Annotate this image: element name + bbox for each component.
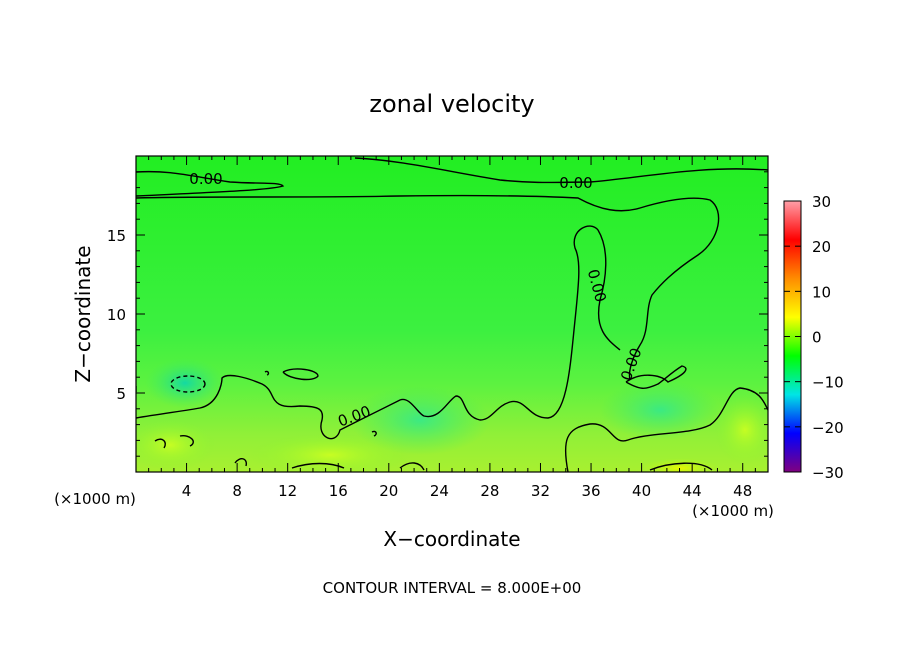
x-axis-label: X−coordinate (383, 527, 520, 551)
x-unit-label: (×1000 m) (692, 502, 774, 520)
chart-title: zonal velocity (369, 90, 534, 118)
x-tick-label: 48 (733, 482, 752, 500)
field-patch-yellow-left (136, 420, 215, 470)
contour-low-right (649, 462, 713, 471)
y-tick-label: 15 (107, 227, 126, 245)
x-tick-label: 20 (379, 482, 398, 500)
contour-bottom-right (564, 387, 768, 472)
field-patch-yellow-low (250, 433, 410, 472)
contour-low-tiny2 (399, 462, 425, 471)
field-patch-cyan-mid (350, 385, 490, 455)
colorbar-tick-label: 0 (812, 329, 822, 347)
x-tick-label: 4 (182, 482, 192, 500)
y-tick-label: 10 (107, 306, 126, 324)
contour-lines (136, 157, 768, 472)
contour-top-right (354, 157, 768, 184)
x-tick-label: 44 (683, 482, 702, 500)
field-patch-cyan-right (600, 380, 720, 440)
contour-label-top-left: 0.00 (189, 170, 222, 188)
contour-right-wiggle (625, 365, 687, 389)
y-tick-label: 5 (116, 385, 126, 403)
x-tick-label: 24 (430, 482, 449, 500)
contour-low-left (154, 438, 166, 449)
y-unit-label: (×1000 m) (54, 490, 136, 508)
colorbar: 30 20 10 0 −10 −20 −30 (783, 193, 844, 482)
contour-low-tiny (234, 458, 248, 467)
x-tick-label: 8 (232, 482, 242, 500)
y-axis-label: Z−coordinate (71, 245, 95, 382)
colorbar-tick-label: 20 (812, 238, 831, 256)
contour-top-left (136, 170, 285, 197)
contour-main (136, 225, 621, 440)
contour-label-top-right: 0.00 (559, 174, 592, 192)
x-tick-label: 16 (329, 482, 348, 500)
colorbar-tick-label: 30 (812, 193, 831, 211)
plot-area: 0.00 0.00 0.00 0.00 0.00 (136, 156, 768, 472)
contour-mid-tiny (371, 430, 377, 437)
contour-upper-band (136, 194, 720, 381)
colorbar-tick-label: −30 (812, 464, 844, 482)
contour-small-pocket (282, 368, 319, 381)
field-patch-yellow-right2 (715, 395, 768, 465)
colorbar-tick-label: 10 (812, 283, 831, 301)
x-tick-label: 28 (480, 482, 499, 500)
contour-dashed-negative (170, 375, 206, 393)
x-tick-label: 12 (278, 482, 297, 500)
field-patch-yellow-right (640, 458, 720, 472)
x-tick-label: 40 (632, 482, 651, 500)
x-axis: 4 8 12 16 20 24 28 32 36 40 44 48 (148, 156, 756, 500)
colorbar-tick-label: −10 (812, 374, 844, 392)
colorbar-ticks: 30 20 10 0 −10 −20 −30 (784, 193, 844, 482)
contour-interval-text: CONTOUR INTERVAL = 8.000E+00 (323, 579, 582, 597)
contour-low-center (291, 462, 345, 469)
contour-top-dot (264, 370, 270, 376)
x-tick-label: 36 (581, 482, 600, 500)
y-axis: 5 10 15 (107, 171, 768, 457)
x-tick-label: 32 (531, 482, 550, 500)
contour-low-left2 (179, 434, 194, 447)
colorbar-tick-label: −20 (812, 419, 844, 437)
field-patch-cyan-left (145, 358, 225, 408)
